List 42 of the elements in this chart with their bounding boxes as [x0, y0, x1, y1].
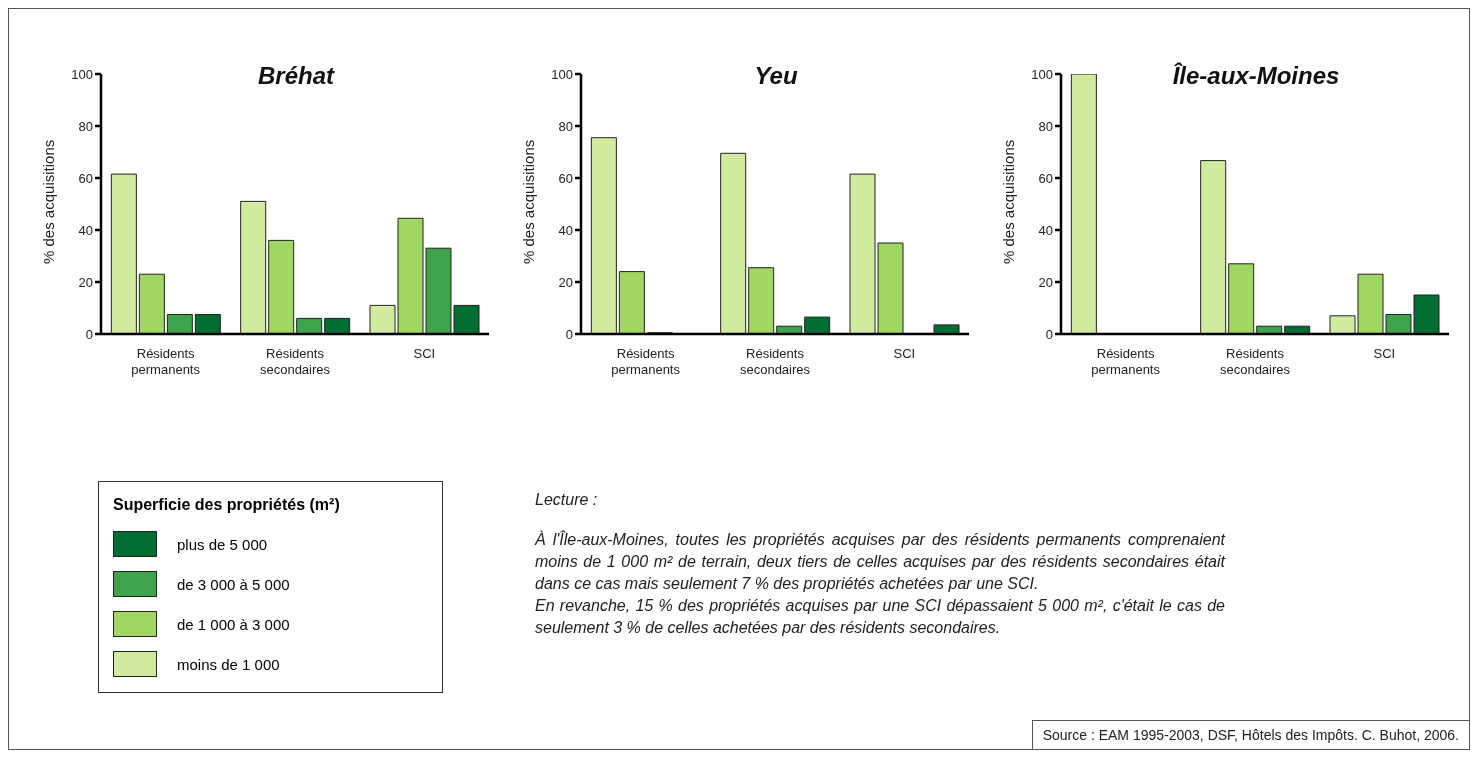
- x-tick-label: SCI: [413, 346, 436, 361]
- y-tick-label: 80: [78, 118, 93, 134]
- y-tick-label: 40: [558, 222, 573, 238]
- text: En revanche, 15 % des propriétés acquises par une SCI dépassaient 5 000 m², c'était le cas de seulement 3 % de celles achetées par des résidents secondaires.: [535, 596, 1225, 638]
- source-note: Source : EAM 1995-2003, DSF, Hôtels des Impôts. C. Buhot, 2006.: [1031, 720, 1470, 750]
- y-tick-label: 20: [1038, 274, 1053, 290]
- y-tick-label: 0: [1045, 326, 1053, 342]
- x-tick-label: Résidents secondaires: [259, 346, 331, 377]
- y-tick-label: 20: [558, 274, 573, 290]
- y-tick-label: 0: [85, 326, 93, 342]
- x-tick-label: Résidents secondaires: [1219, 346, 1291, 377]
- y-tick-label: 60: [1038, 170, 1053, 186]
- y-tick-label: 40: [1038, 222, 1053, 238]
- y-tick-label: 0: [565, 326, 573, 342]
- y-tick-label: 40: [78, 222, 93, 238]
- x-tick-label: Résidents permanents: [1091, 346, 1161, 377]
- x-tick-label: Résidents permanents: [611, 346, 681, 377]
- x-tick-label: Résidents secondaires: [739, 346, 811, 377]
- y-axis-title: % des acquisitions: [520, 139, 538, 264]
- chart-title: Île-aux-Moines: [1171, 62, 1341, 90]
- y-tick-label: 100: [71, 66, 93, 82]
- legend-label: plus de 5 000: [177, 535, 268, 553]
- text: Lecture :: [535, 490, 599, 510]
- y-axis-title: % des acquisitions: [1000, 139, 1018, 264]
- y-tick-label: 100: [551, 66, 573, 82]
- y-tick-label: 80: [1038, 118, 1053, 134]
- chart-title: Bréhat: [257, 62, 336, 90]
- x-tick-label: SCI: [1373, 346, 1396, 361]
- legend-label: de 1 000 à 3 000: [177, 615, 290, 633]
- x-tick-label: SCI: [893, 346, 916, 361]
- text: À l'Île-aux-Moines, toutes les propriétés acquises par des résidents permanents comprenaient moins de 1 000 m² de terrain, deux tiers de celles acquises par des résidents secondaires était dans ce cas mais seulement 7 % des propriétés achetées par une SCI.: [535, 529, 1225, 594]
- y-axis-title: % des acquisitions: [40, 139, 58, 264]
- chart-title: Yeu: [753, 62, 799, 90]
- x-tick-label: Résidents permanents: [131, 346, 201, 377]
- y-tick-label: 60: [78, 170, 93, 186]
- legend-label: moins de 1 000: [177, 655, 280, 673]
- y-tick-label: 80: [558, 118, 573, 134]
- y-tick-label: 20: [78, 274, 93, 290]
- y-tick-label: 60: [558, 170, 573, 186]
- y-tick-label: 100: [1031, 66, 1053, 82]
- legend-title: Superficie des propriétés (m²): [113, 496, 341, 514]
- legend-label: de 3 000 à 5 000: [177, 575, 290, 593]
